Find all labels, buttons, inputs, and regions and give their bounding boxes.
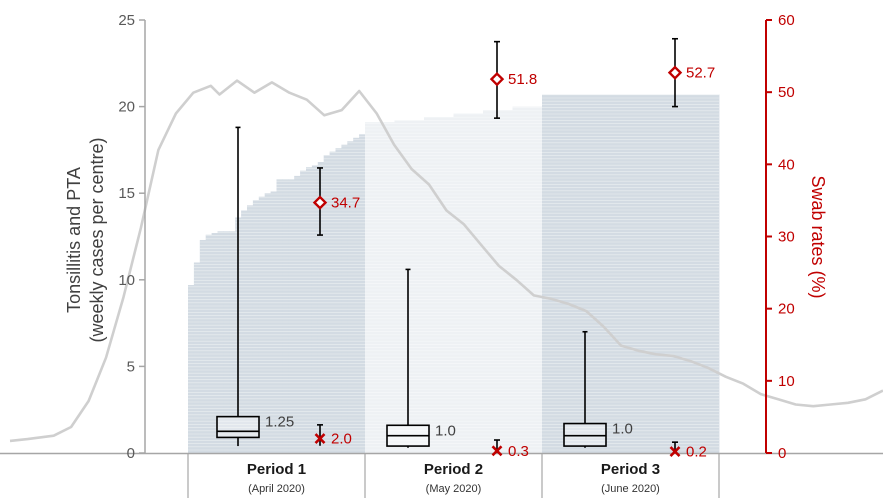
swab-low-label: 0.3 xyxy=(508,443,529,460)
right-tick-label: 0 xyxy=(778,445,786,462)
background-bar xyxy=(365,122,395,454)
right-tick-label: 10 xyxy=(778,373,795,390)
swab-high-label: 51.8 xyxy=(508,71,537,88)
box-iqr xyxy=(563,422,607,447)
period-name-label: Period 3 xyxy=(601,461,660,478)
background-bar xyxy=(252,200,260,453)
background-bar xyxy=(247,205,254,453)
background-bar xyxy=(229,231,236,453)
swab-diamond-marker xyxy=(667,65,683,80)
background-bar xyxy=(323,155,330,453)
background-bars xyxy=(188,94,720,454)
trend-line-group xyxy=(9,79,883,443)
background-bar xyxy=(317,162,325,454)
period-date-label: (June 2020) xyxy=(601,483,660,495)
background-bar xyxy=(341,144,348,454)
background-bar xyxy=(188,284,195,453)
background-bar xyxy=(359,134,366,453)
background-bar xyxy=(329,151,336,453)
swab-low-label: 2.0 xyxy=(331,431,352,448)
swab-x-marker xyxy=(491,445,503,457)
background-bar xyxy=(300,170,307,453)
swab-high-label: 52.7 xyxy=(686,65,715,82)
background-bar xyxy=(424,116,454,453)
right-tick-label: 40 xyxy=(778,156,795,173)
left-tick-label: 15 xyxy=(118,185,135,202)
left-tick-label: 5 xyxy=(127,358,135,375)
right-tick-label: 60 xyxy=(778,12,795,29)
left-y-axis: 0 5 10 15 20 25 xyxy=(118,12,146,462)
background-bar xyxy=(483,110,513,454)
background-bar xyxy=(347,141,354,454)
background-bar xyxy=(199,239,207,453)
right-axis-label: Swab rates (%) xyxy=(808,175,828,298)
background-bar xyxy=(211,233,218,453)
box-iqr xyxy=(216,415,260,439)
period-name-label: Period 2 xyxy=(424,461,483,478)
trend-line xyxy=(9,79,883,443)
left-axis-label-line2: (weekly cases per centre) xyxy=(87,137,107,342)
background-bar xyxy=(306,167,313,453)
swab-x-marker xyxy=(669,446,681,457)
left-tick-label: 25 xyxy=(118,12,135,29)
period-date-label: (April 2020) xyxy=(248,483,305,495)
background-bar xyxy=(223,231,230,453)
left-tick-label: 20 xyxy=(118,99,135,116)
swab-high-label: 34.7 xyxy=(331,195,360,212)
right-tick-label: 30 xyxy=(778,229,795,246)
boxplots: 1.25 1.0 1.0 xyxy=(216,126,633,448)
period-name-label: Period 1 xyxy=(247,461,306,478)
period-labels: Period 1 (April 2020) Period 2 (May 2020) Pe… xyxy=(187,453,720,498)
background-bar xyxy=(288,179,295,453)
swab-diamond-marker xyxy=(312,195,328,210)
right-tick-label: 20 xyxy=(778,301,795,318)
right-tick-label: 50 xyxy=(778,84,795,101)
background-bar xyxy=(217,231,224,453)
left-tick-label: 0 xyxy=(127,445,135,462)
median-value-label: 1.0 xyxy=(435,422,456,439)
left-tick-label: 10 xyxy=(118,272,135,289)
background-bar xyxy=(453,113,484,453)
median-value-label: 1.0 xyxy=(612,421,633,438)
background-bar xyxy=(353,137,360,453)
background-bar xyxy=(282,179,289,453)
right-y-axis: 0 10 20 30 40 50 60 xyxy=(765,12,795,462)
left-axis-label-line1: Tonsillitis and PTA xyxy=(64,167,84,313)
background-bar xyxy=(335,148,342,453)
median-value-label: 1.25 xyxy=(265,414,294,431)
swab-markers: 34.7 2.0 51.8 0.3 52.7 0.2 xyxy=(312,37,715,461)
background-bar xyxy=(258,196,266,453)
swab-x-marker xyxy=(314,433,326,444)
background-bar xyxy=(205,234,212,453)
background-bar xyxy=(294,175,301,453)
swab-diamond-marker xyxy=(489,71,505,87)
swab-low-label: 0.2 xyxy=(686,444,707,461)
background-bar xyxy=(276,179,283,453)
background-bar xyxy=(193,262,201,453)
period-date-label: (May 2020) xyxy=(426,483,482,495)
background-bar xyxy=(264,193,271,453)
